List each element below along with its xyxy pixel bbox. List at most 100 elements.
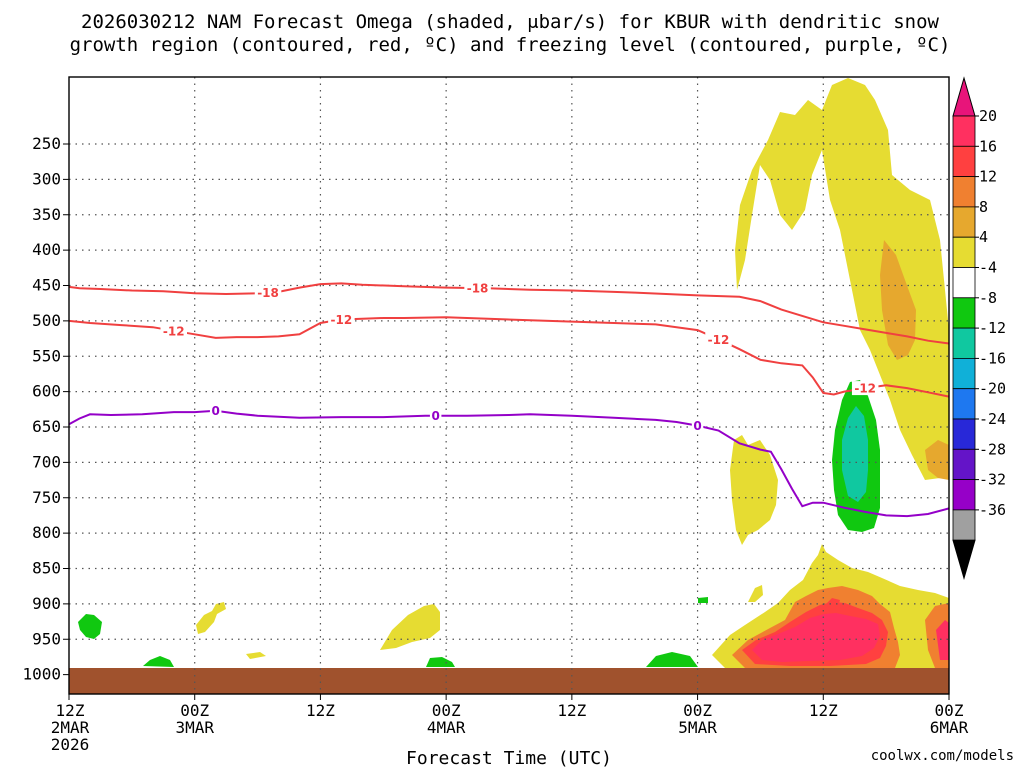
omega-shade-positive-4-low-small — [748, 585, 763, 602]
colorbar-label-13: -36 — [979, 501, 1006, 519]
plot-area: -18 -18 -12 -12 -12 -12 0 0 0 — [68, 76, 950, 695]
contour-label-bg-1-3 — [851, 381, 879, 396]
x-tick-label-0-3: 2026 — [51, 735, 90, 754]
colorbar-band-10 — [952, 418, 976, 450]
x-tick-label-60-2: 5MAR — [678, 718, 717, 737]
omega-shade-positive-4-upper — [735, 78, 949, 480]
y-tick-label-250: 250 — [32, 134, 61, 153]
omega-shade-negative-8-mid — [842, 406, 868, 502]
y-tick-label-750: 750 — [32, 488, 61, 507]
colorbar-label-9: -20 — [979, 380, 1006, 398]
omega-shade-negative-4-c — [646, 652, 698, 667]
omega-shading — [78, 78, 949, 670]
y-tick-label-650: 650 — [32, 417, 61, 436]
colorbar-label-8: -16 — [979, 349, 1006, 367]
omega-shade-positive-4-blob-3 — [246, 652, 266, 659]
contour-label-0-0: -18 — [257, 286, 279, 300]
omega-shade-positive-4-blob-2 — [380, 604, 440, 650]
colorbar-label-4: 4 — [979, 228, 988, 246]
colorbar-band-11 — [952, 448, 976, 480]
colorbar-band-12 — [952, 479, 976, 511]
isotherm-contours: -18 -18 -12 -12 -12 -12 0 0 0 — [68, 281, 950, 518]
y-tick-label-500: 500 — [32, 311, 61, 330]
colorbar-label-2: 12 — [979, 168, 997, 186]
x-tick-label-84-2: 6MAR — [930, 718, 969, 737]
colorbar-band-8 — [952, 357, 976, 390]
colorbar-band-7 — [952, 327, 976, 359]
omega-shade-positive-8-right — [925, 440, 949, 480]
contour-label-2-0: 0 — [211, 404, 219, 418]
y-tick-label-1000: 1000 — [22, 665, 61, 684]
colorbar-label-10: -24 — [979, 410, 1006, 428]
y-tick-label-450: 450 — [32, 276, 61, 295]
omega-shade-negative-4-left — [78, 614, 102, 639]
colorbar-label-11: -28 — [979, 440, 1006, 458]
y-tick-label-850: 850 — [32, 559, 61, 578]
colorbar-band-3 — [952, 206, 976, 238]
contour-label-bg-1-0 — [160, 323, 188, 338]
omega-shade-negative-4-b — [426, 657, 455, 667]
chart-title-line-1: 2026030212 NAM Forecast Omega (shaded, μ… — [81, 11, 939, 33]
contour-label-bg-1-1 — [328, 312, 355, 327]
colorbar-band-5 — [952, 267, 976, 299]
omega-shade-positive-8-upper — [880, 240, 916, 360]
y-tick-label-700: 700 — [32, 452, 61, 471]
colorbar-band-1 — [952, 145, 976, 178]
y-tick-label-600: 600 — [32, 382, 61, 401]
colorbar-label-12: -32 — [979, 471, 1006, 489]
x-tick-label-0-2: 2MAR — [51, 718, 90, 737]
x-tick-label-0-1: 12Z — [56, 701, 85, 720]
plot-frame — [68, 76, 950, 695]
contour-line-0 — [68, 282, 950, 345]
contour-line-1 — [68, 316, 950, 398]
contour-label-bg-1-2 — [705, 332, 732, 347]
colorbar-band-0 — [952, 115, 976, 147]
x-tick-label-84-1: 00Z — [935, 701, 964, 720]
contour-label-bg-0-1 — [464, 281, 491, 296]
contour-label-bg-2-0 — [209, 403, 222, 418]
contour-label-1-3: -12 — [854, 382, 876, 396]
x-tick-label-36-1: 00Z — [432, 701, 461, 720]
y-tick-label-550: 550 — [32, 346, 61, 365]
colorbar-band-2 — [952, 176, 976, 208]
x-tick-label-60-1: 00Z — [683, 701, 712, 720]
colorbar-top-arrow — [952, 76, 976, 117]
y-axis-pressure: 250 300 350 400 450 500 550 600 650 700 750 800 850 9… — [22, 134, 69, 684]
x-tick-label-72-1: 12Z — [809, 701, 838, 720]
grid-lines — [69, 77, 949, 694]
contour-label-2-1: 0 — [431, 409, 439, 423]
y-tick-label-900: 900 — [32, 594, 61, 613]
x-tick-label-12-2: 3MAR — [175, 718, 214, 737]
y-tick-label-950: 950 — [32, 629, 61, 648]
contour-label-2-2: 0 — [693, 419, 701, 433]
contour-label-1-0: -12 — [163, 324, 185, 338]
omega-shade-positive-16-spot — [826, 598, 840, 610]
omega-shade-positive-20 — [752, 613, 880, 662]
colorbar-label-5: -4 — [979, 259, 997, 277]
colorbar-band-4 — [952, 236, 976, 268]
y-tick-label-800: 800 — [32, 523, 61, 542]
colorbar-band-13 — [952, 509, 976, 541]
omega-shade-positive-4-mid — [730, 435, 778, 545]
colorbar-label-7: -12 — [979, 319, 1006, 337]
colorbar-label-3: 8 — [979, 198, 988, 216]
x-tick-label-12-1: 00Z — [180, 701, 209, 720]
colorbar-legend: 20 16 12 8 4 -4 -8 -12 -16 -20 -24 -28 -32 -36 — [952, 76, 1006, 580]
y-tick-label-300: 300 — [32, 169, 61, 188]
contour-label-bg-2-1 — [429, 408, 442, 423]
ground-below-surface — [69, 668, 949, 694]
credit-text: coolwx.com/models — [871, 748, 1014, 764]
colorbar-label-1: 16 — [979, 137, 997, 155]
x-tick-label-36-2: 4MAR — [427, 718, 466, 737]
colorbar-bottom-arrow — [952, 539, 976, 580]
y-tick-label-350: 350 — [32, 205, 61, 224]
colorbar-band-9 — [952, 388, 976, 420]
contour-label-1-2: -12 — [708, 333, 730, 347]
omega-shade-positive-4-blob-1 — [196, 602, 226, 634]
x-tick-label-24-1: 12Z — [306, 701, 335, 720]
colorbar-band-6 — [952, 297, 976, 329]
contour-label-0-1: -18 — [467, 282, 489, 296]
colorbar-label-6: -8 — [979, 289, 997, 307]
